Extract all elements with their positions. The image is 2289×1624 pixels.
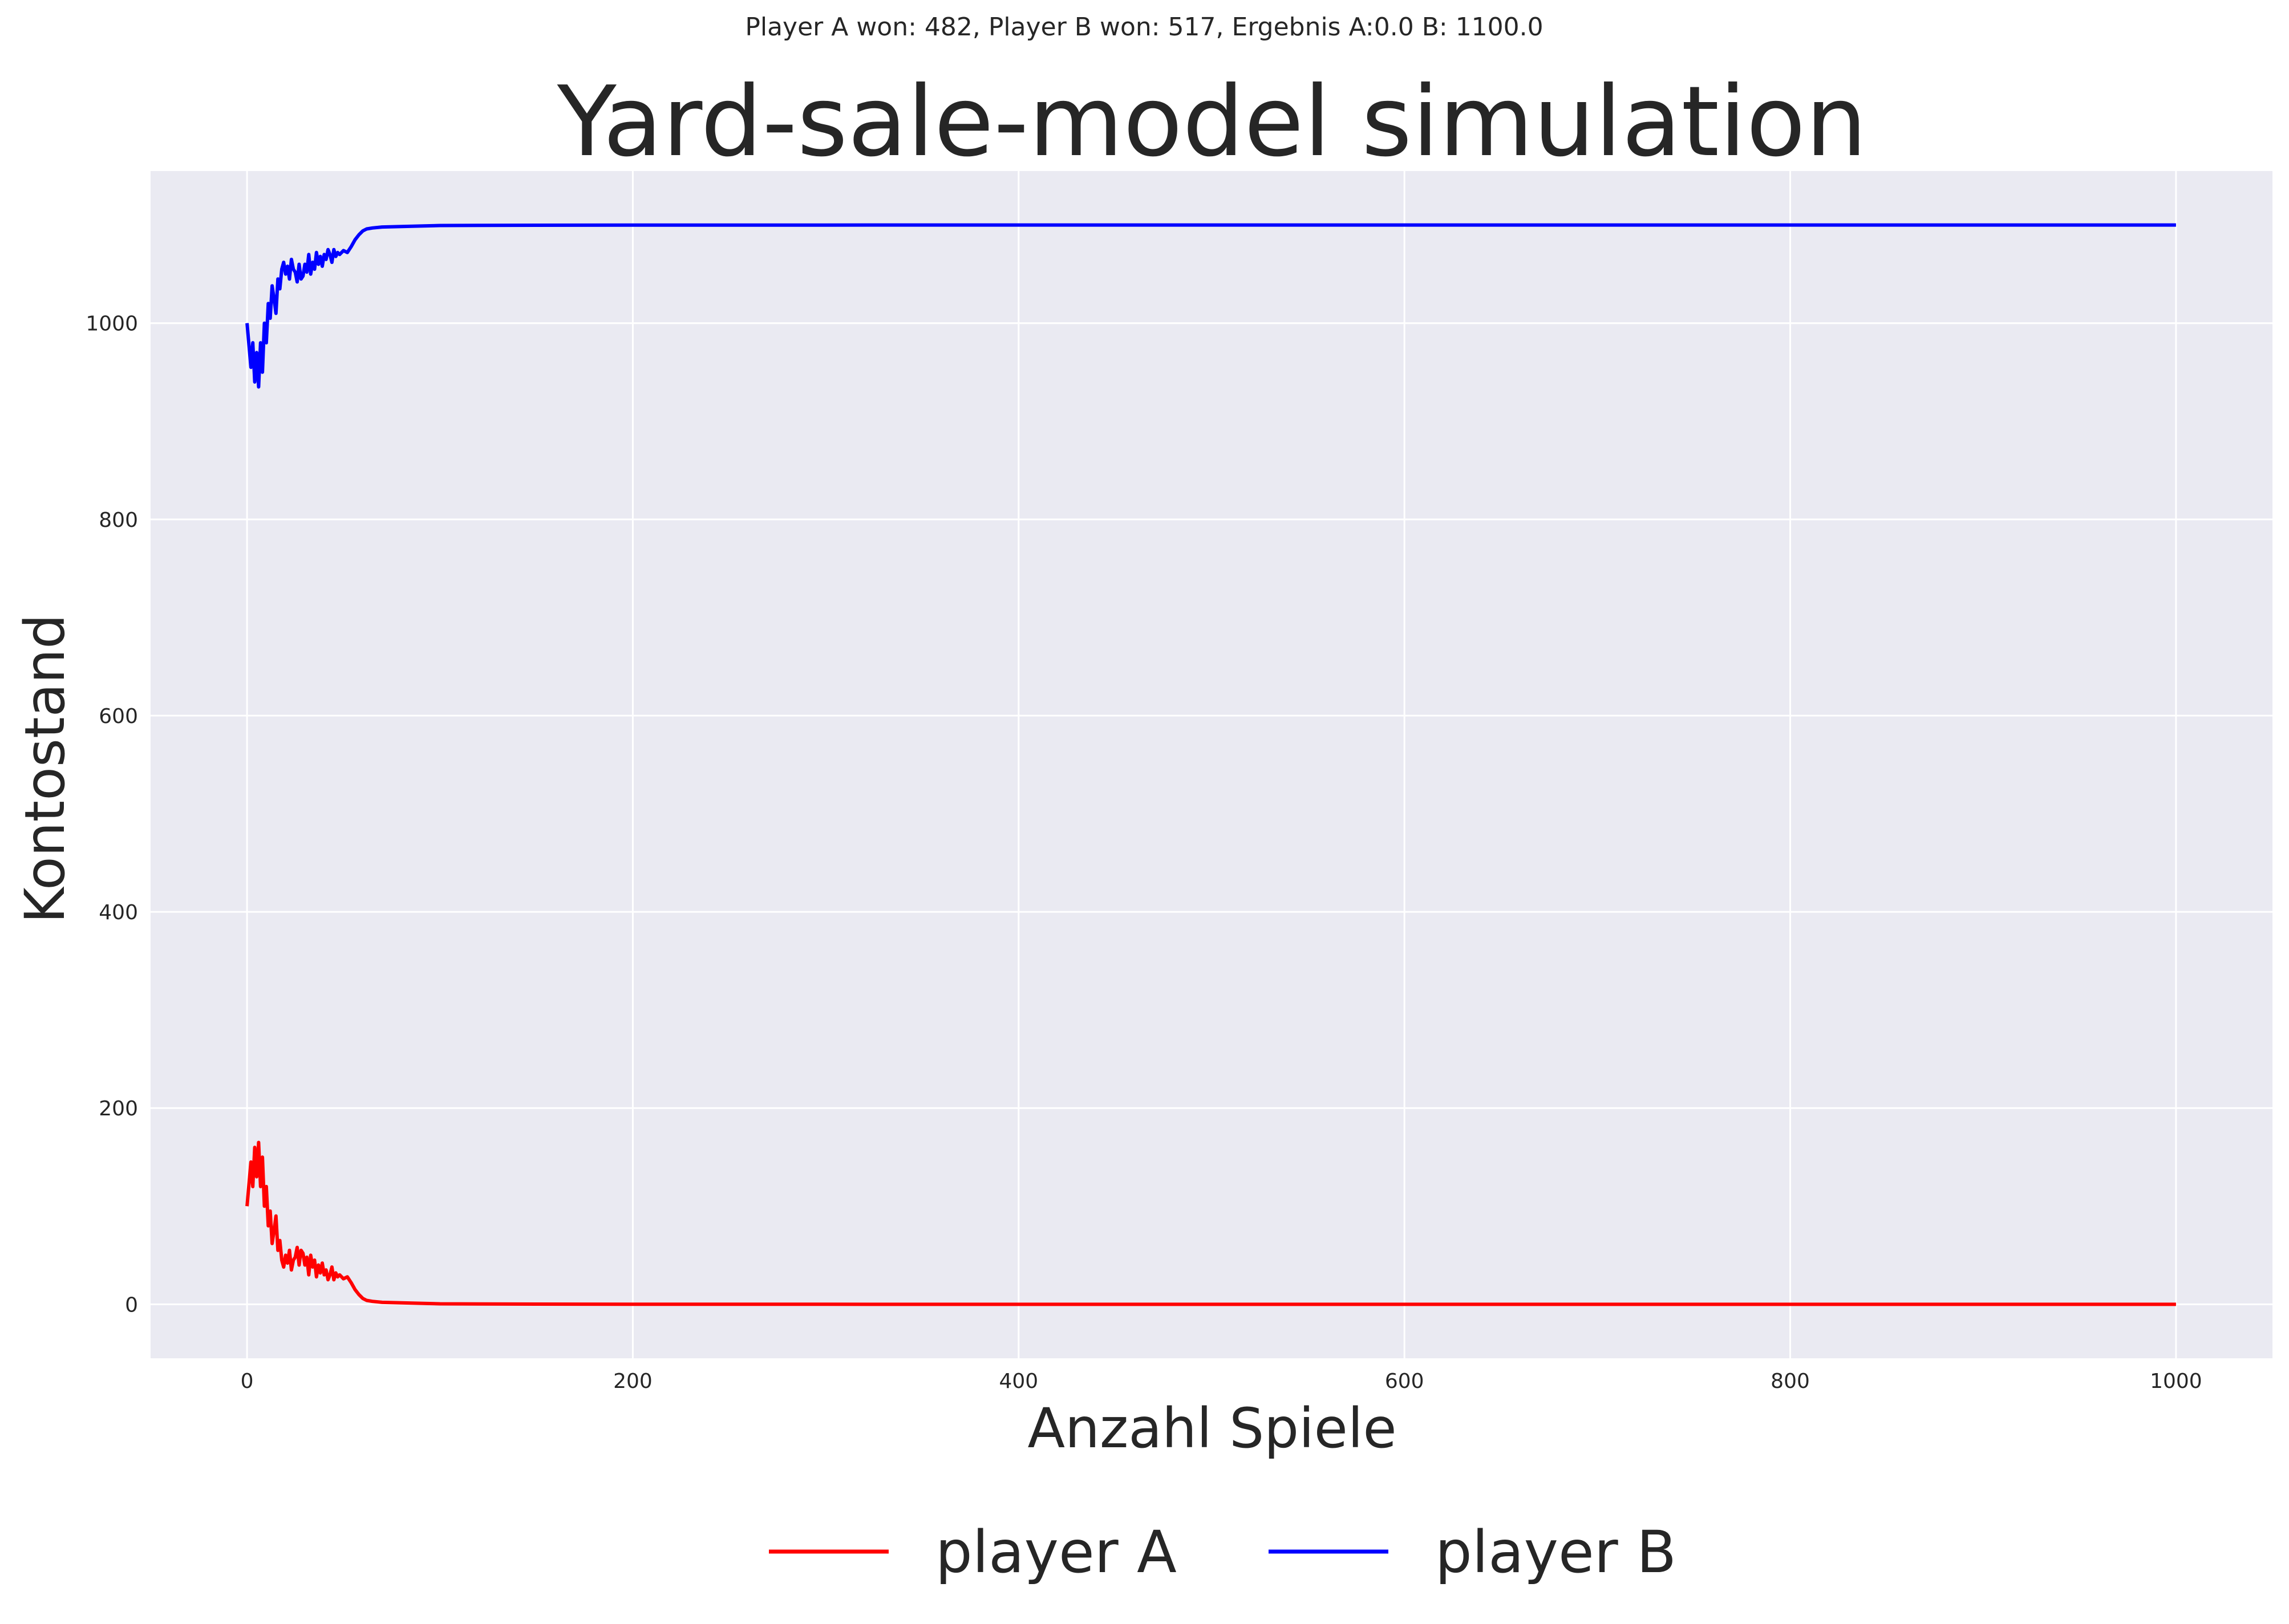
legend-label-player-a: player A bbox=[935, 1519, 1177, 1586]
x-tick-label: 800 bbox=[1771, 1370, 1810, 1393]
plot-area bbox=[151, 171, 2272, 1358]
y-tick-label: 0 bbox=[125, 1293, 138, 1317]
y-tick-label: 600 bbox=[99, 705, 138, 728]
x-axis-label: Anzahl Spiele bbox=[1027, 1396, 1396, 1460]
x-tick-label: 0 bbox=[241, 1370, 254, 1393]
y-tick-label: 400 bbox=[99, 901, 138, 924]
legend: player A player B bbox=[769, 1519, 1676, 1586]
series-line-player-b bbox=[245, 223, 2176, 389]
series-line-player-a bbox=[245, 1140, 2176, 1306]
chart-suptitle: Player A won: 482, Player B won: 517, Er… bbox=[745, 13, 1543, 42]
x-tick-label: 200 bbox=[613, 1370, 653, 1393]
x-tick-label: 1000 bbox=[2150, 1370, 2202, 1393]
chart-title: Yard-sale-model simulation bbox=[557, 66, 1867, 178]
y-tick-label: 800 bbox=[99, 509, 138, 532]
tick-labels: 0 200 400 600 800 1000 0 200 400 600 800 1000 bbox=[86, 312, 2202, 1393]
series-lines bbox=[245, 223, 2176, 1306]
y-tick-label: 200 bbox=[99, 1097, 138, 1120]
y-tick-label: 1000 bbox=[86, 312, 138, 336]
x-tick-label: 600 bbox=[1385, 1370, 1424, 1393]
x-tick-label: 400 bbox=[999, 1370, 1038, 1393]
legend-label-player-b: player B bbox=[1435, 1519, 1676, 1586]
y-axis-label: Kontostand bbox=[13, 614, 77, 923]
